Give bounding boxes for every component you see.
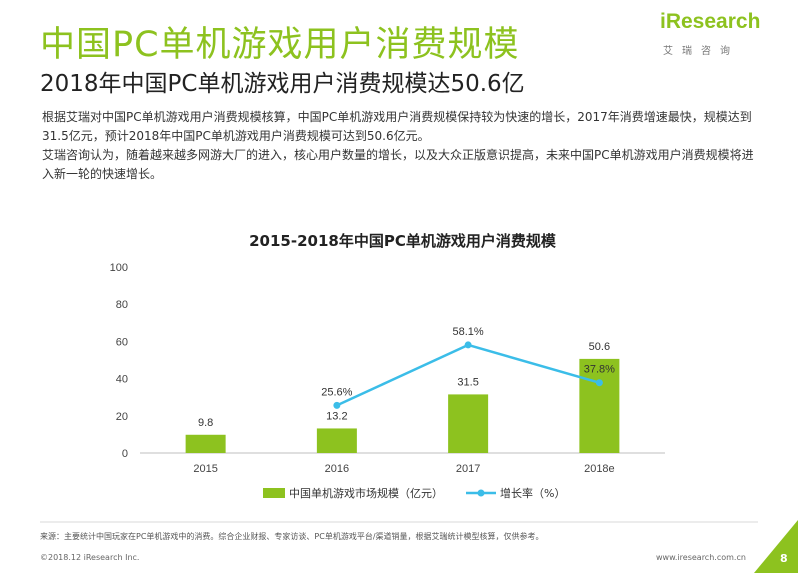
legend-label-line: 增长率（%） [500,486,565,500]
page-number: 8 [780,552,788,565]
legend-label-bars: 中国单机游戏市场规模（亿元） [289,486,443,500]
legend-swatch-bars [263,488,285,498]
x-tick-label: 2018e [584,463,615,475]
growth-rate-label: 37.8% [584,364,615,376]
legend-swatch-marker [477,489,485,497]
bar-value-label: 31.5 [457,376,478,388]
corner-triangle [754,520,798,573]
x-tick-label: 2016 [325,463,349,475]
iresearch-logo: iResearch 艾瑞咨询 [660,10,760,60]
source-note: 来源：主要统计中国玩家在PC单机游戏中的消费。综合企业财报、专家访谈、PC单机游… [40,532,544,541]
body-paragraph-1: 根据艾瑞对中国PC单机游戏用户消费规模核算，中国PC单机游戏用户消费规模保持较为… [42,110,752,143]
body-text: 根据艾瑞对中国PC单机游戏用户消费规模核算，中国PC单机游戏用户消费规模保持较为… [42,108,762,184]
growth-rate-point [333,401,341,409]
y-tick-label: 40 [116,374,128,386]
bar [448,394,489,453]
growth-rate-point [595,379,603,387]
growth-rate-label: 25.6% [321,386,352,398]
logo-wordmark: iResearch [660,10,761,33]
growth-rate-point [464,341,472,349]
bar-value-label: 9.8 [198,417,213,429]
page-title: 中国PC单机游戏用户消费规模 [40,25,520,65]
page-subtitle: 2018年中国PC单机游戏用户消费规模达50.6亿 [40,71,525,97]
x-tick-label: 2015 [193,463,217,475]
chart-title: 2015-2018年中国PC单机游戏用户消费规模 [249,232,557,250]
bar-value-label: 50.6 [589,341,610,353]
copyright: ©2018.12 iResearch Inc. [40,553,140,562]
body-paragraph-2: 艾瑞咨询认为，随着越来越多网游大厂的进入，核心用户数量的增长，以及大众正版意识提… [42,148,754,181]
growth-rate-label: 58.1% [453,326,484,338]
website-url: www.iresearch.com.cn [656,553,746,562]
y-tick-label: 80 [116,299,128,311]
x-tick-label: 2017 [456,463,480,475]
y-tick-label: 60 [116,336,128,348]
y-tick-label: 20 [116,411,128,423]
y-tick-label: 0 [122,448,128,460]
y-tick-label: 100 [110,262,128,274]
bar-value-label: 13.2 [326,410,347,422]
bar [579,358,620,453]
bar [316,428,357,453]
bar [185,434,226,453]
logo-subtext: 艾瑞咨询 [663,46,739,57]
